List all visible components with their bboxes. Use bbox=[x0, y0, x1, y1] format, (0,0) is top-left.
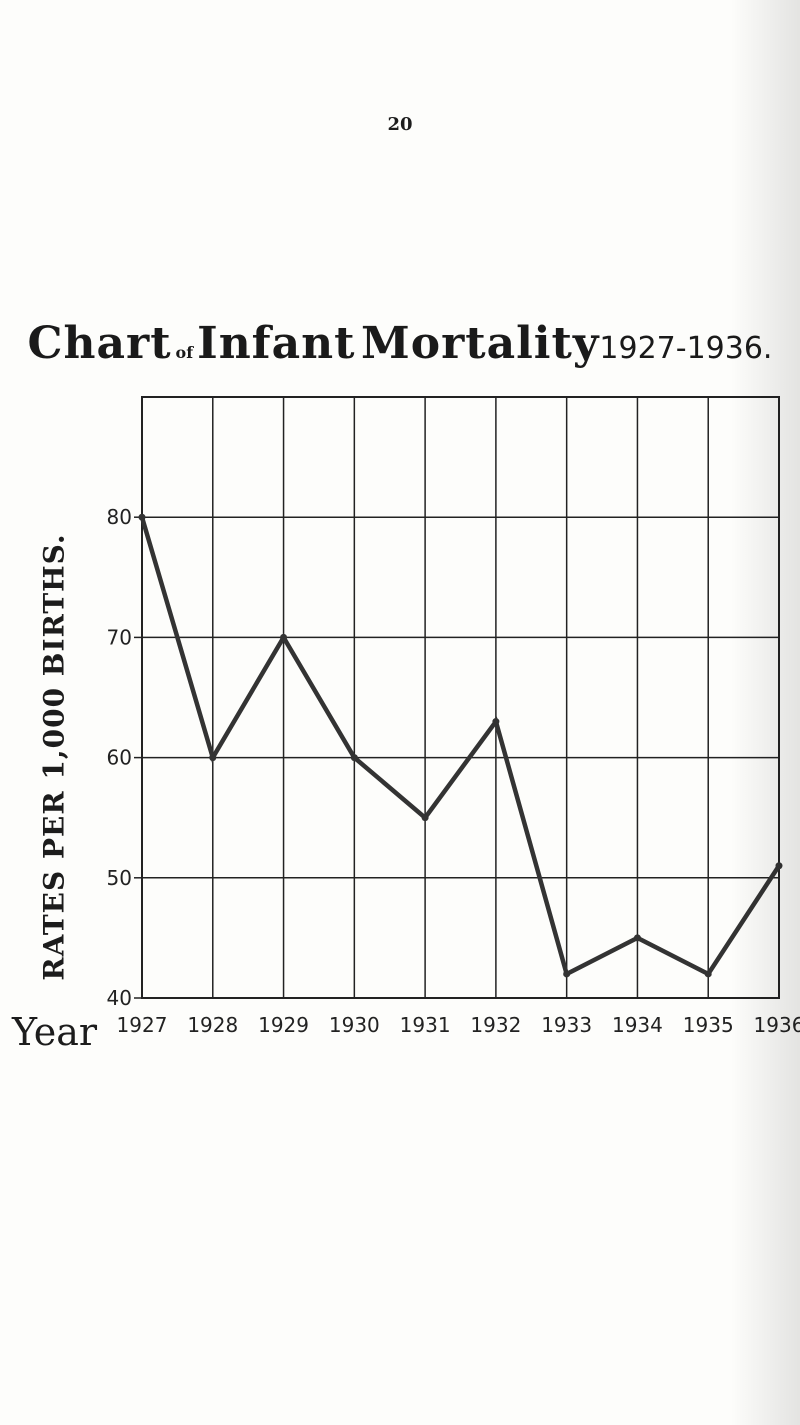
data-point bbox=[775, 862, 783, 870]
y-tick-label: 80 bbox=[107, 505, 132, 529]
plot-frame bbox=[141, 396, 780, 999]
y-tick-label: 50 bbox=[107, 866, 132, 890]
data-point bbox=[138, 513, 146, 521]
data-point bbox=[563, 970, 571, 978]
data-point bbox=[492, 718, 500, 726]
page-edge-shadow bbox=[730, 0, 800, 1425]
y-tick-label: 60 bbox=[107, 746, 132, 770]
series-group bbox=[138, 513, 783, 978]
x-tick-label: 1929 bbox=[258, 1013, 309, 1037]
title-word-chart: Chart bbox=[27, 318, 172, 369]
page-number: 20 bbox=[387, 114, 413, 135]
title-word-mortality: Mortality bbox=[361, 318, 600, 369]
x-tick-label: 1932 bbox=[470, 1013, 521, 1037]
x-tick-label: 1927 bbox=[117, 1013, 168, 1037]
x-axis-label-text: Year bbox=[12, 1010, 98, 1054]
title-word-infant: Infant bbox=[197, 318, 356, 369]
chart-grid bbox=[141, 396, 780, 999]
title-word-of: of bbox=[175, 343, 194, 362]
x-tick-label: 1933 bbox=[541, 1013, 592, 1037]
x-tick-label: 1936 bbox=[754, 1013, 800, 1037]
x-tick-label: 1931 bbox=[400, 1013, 451, 1037]
x-tick-label: 1930 bbox=[329, 1013, 380, 1037]
x-axis-label: Year bbox=[12, 1010, 97, 1054]
y-tick-label: 40 bbox=[107, 986, 132, 1010]
data-point bbox=[209, 754, 217, 762]
title-years: 1927-1936. bbox=[599, 331, 773, 366]
x-tick-label: 1935 bbox=[683, 1013, 734, 1037]
data-point bbox=[704, 970, 712, 978]
y-tick-labels: 80 70 60 50 40 bbox=[107, 505, 142, 1010]
x-tick-label: 1934 bbox=[612, 1013, 663, 1037]
x-tick-label: 1928 bbox=[187, 1013, 238, 1037]
data-point bbox=[350, 754, 358, 762]
series-line bbox=[139, 514, 782, 978]
data-point bbox=[280, 633, 288, 641]
x-tick-labels: 1927 1928 1929 1930 1931 1932 1933 1934 1935 1936 bbox=[117, 1013, 800, 1037]
y-tick-label: 70 bbox=[107, 625, 132, 649]
data-point bbox=[633, 934, 641, 942]
chart-title: Chart ofInfant Mortality1927-1936. bbox=[0, 318, 800, 369]
data-point bbox=[421, 814, 429, 822]
